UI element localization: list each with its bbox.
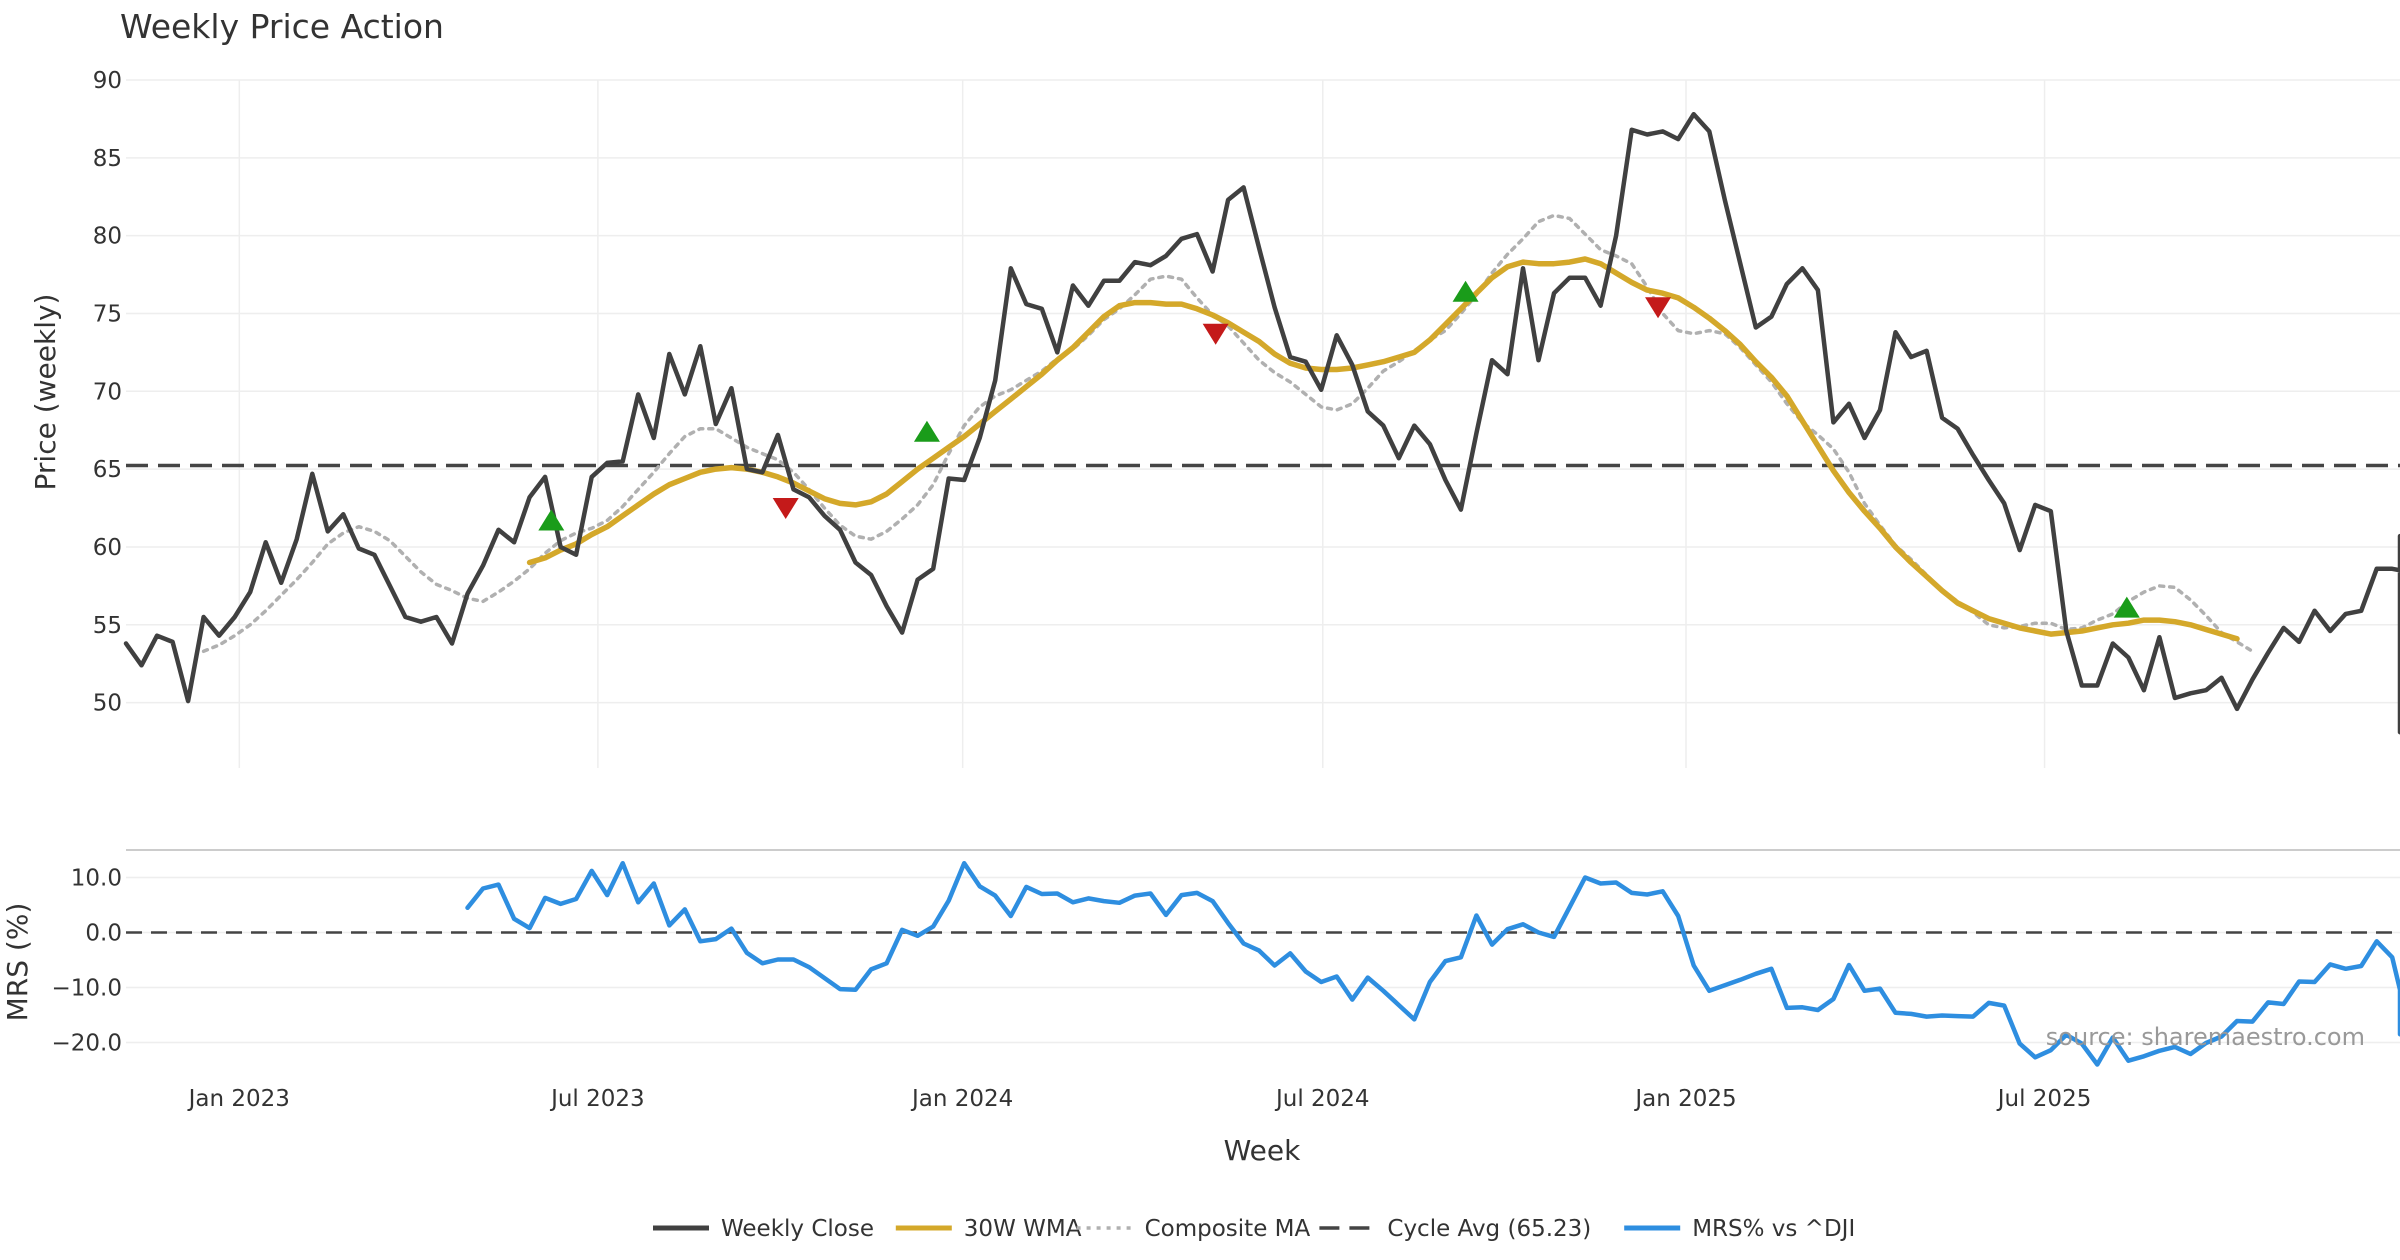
price-series-group: [123, 111, 2400, 735]
price-y-axis-title: Price (weekly): [29, 294, 62, 491]
price-y-tick: 50: [93, 691, 122, 717]
price-y-tick: 80: [93, 224, 122, 250]
x-tick-labels: Jan 2023 Jul 2023 Jan 2024 Jul 2024 Jan 2025…: [187, 1086, 2092, 1112]
x-tick-label: Jan 2023: [187, 1086, 290, 1112]
signal-markers-group: [538, 280, 2140, 618]
mrs-y-tick-labels: 10.0 0.0 −10.0 −20.0: [52, 866, 122, 1057]
x-tick-label: Jul 2025: [1996, 1086, 2092, 1112]
x-axis-title: Week: [1224, 1134, 1301, 1167]
legend-label: Cycle Avg (65.23): [1387, 1216, 1591, 1242]
mrs-series-group: [465, 860, 2400, 1067]
wma-30w-line: [526, 256, 2240, 642]
price-gridlines: [126, 79, 2400, 768]
buy-signal-marker: [1452, 280, 1479, 302]
mrs-line: [465, 860, 2400, 1067]
price-y-tick: 55: [93, 613, 122, 639]
chart-title: Weekly Price Action: [120, 7, 444, 46]
weekly-close-line: [123, 111, 2400, 735]
legend-label: Composite MA: [1145, 1216, 1311, 1242]
price-y-tick: 70: [93, 379, 122, 405]
mrs-y-tick: −20.0: [52, 1031, 122, 1057]
mrs-y-tick: −10.0: [52, 976, 122, 1002]
price-y-tick: 90: [93, 68, 122, 94]
mrs-y-axis-title: MRS (%): [1, 903, 34, 1022]
price-y-tick: 60: [93, 535, 122, 561]
price-y-tick: 75: [93, 301, 122, 327]
buy-signal-marker: [913, 420, 940, 442]
buy-signal-marker: [538, 509, 565, 531]
buy-signal-marker: [2113, 596, 2140, 618]
x-tick-label: Jan 2024: [910, 1086, 1013, 1112]
legend-label: Weekly Close: [721, 1216, 874, 1242]
mrs-y-tick: 0.0: [85, 921, 122, 947]
legend-label: 30W WMA: [964, 1216, 1082, 1242]
legend: Weekly Close 30W WMA Composite MA Cycle Avg…: [653, 1216, 1855, 1242]
price-y-tick: 65: [93, 457, 122, 483]
sell-signal-marker: [772, 498, 799, 520]
price-y-tick-labels: 50 55 60 65 70 75 80 85 90: [93, 68, 122, 717]
x-tick-label: Jul 2024: [1274, 1086, 1370, 1112]
sell-signal-marker: [1202, 323, 1229, 345]
x-tick-label: Jan 2025: [1633, 1086, 1736, 1112]
source-watermark: source: sharemaestro.com: [2046, 1023, 2365, 1051]
price-y-tick: 85: [93, 146, 122, 172]
sell-signal-marker: [1645, 297, 1672, 319]
legend-label: MRS% vs ^DJI: [1692, 1216, 1855, 1242]
mrs-y-tick: 10.0: [71, 866, 122, 892]
x-tick-label: Jul 2023: [549, 1086, 645, 1112]
